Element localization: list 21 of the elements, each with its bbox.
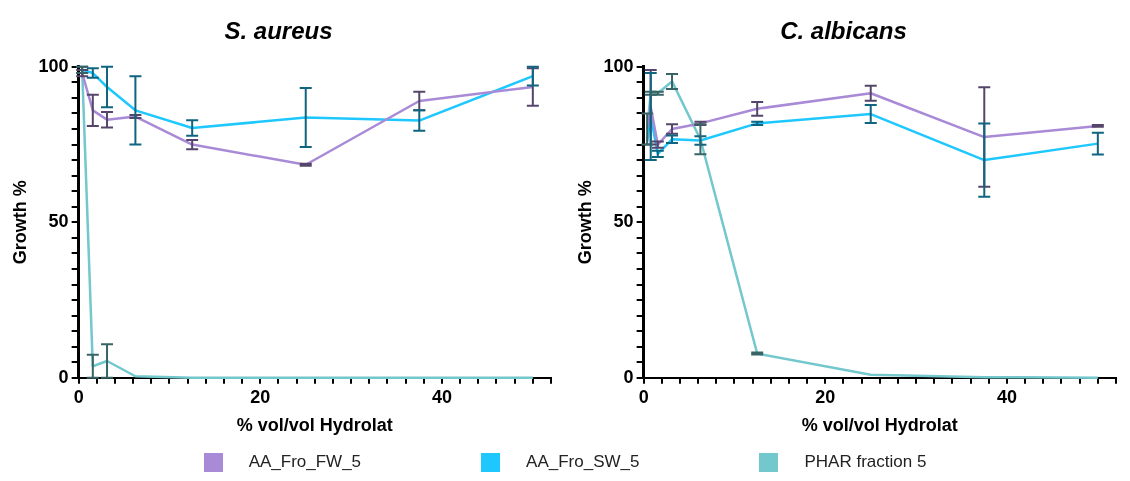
y-tick-label: 0 [623, 366, 634, 387]
chart-title: C. albicans [780, 17, 907, 45]
y-tick-label: 50 [613, 211, 634, 232]
legend-label: PHAR fraction 5 [804, 452, 927, 472]
x-axis-title: % vol/vol Hydrolat [236, 415, 393, 436]
x-tick-label: 20 [250, 386, 271, 407]
y-tick-label: 100 [38, 55, 69, 76]
x-tick-label: 0 [638, 386, 649, 407]
y-tick-label: 50 [48, 211, 69, 232]
x-tick-label: 40 [996, 386, 1018, 407]
y-tick-label: 0 [58, 366, 69, 387]
chart-title: S. aureus [224, 17, 333, 45]
x-tick-label: 0 [73, 386, 84, 407]
legend-label: AA_Fro_FW_5 [248, 452, 362, 472]
x-tick-label: 40 [431, 386, 453, 407]
x-tick-label: 20 [815, 386, 836, 407]
x-axis-title: % vol/vol Hydrolat [801, 415, 958, 436]
y-axis-title: Growth % [574, 180, 595, 265]
y-axis-title: Growth % [9, 180, 30, 265]
legend-label: AA_Fro_SW_5 [526, 452, 640, 472]
y-tick-label: 100 [603, 55, 634, 76]
